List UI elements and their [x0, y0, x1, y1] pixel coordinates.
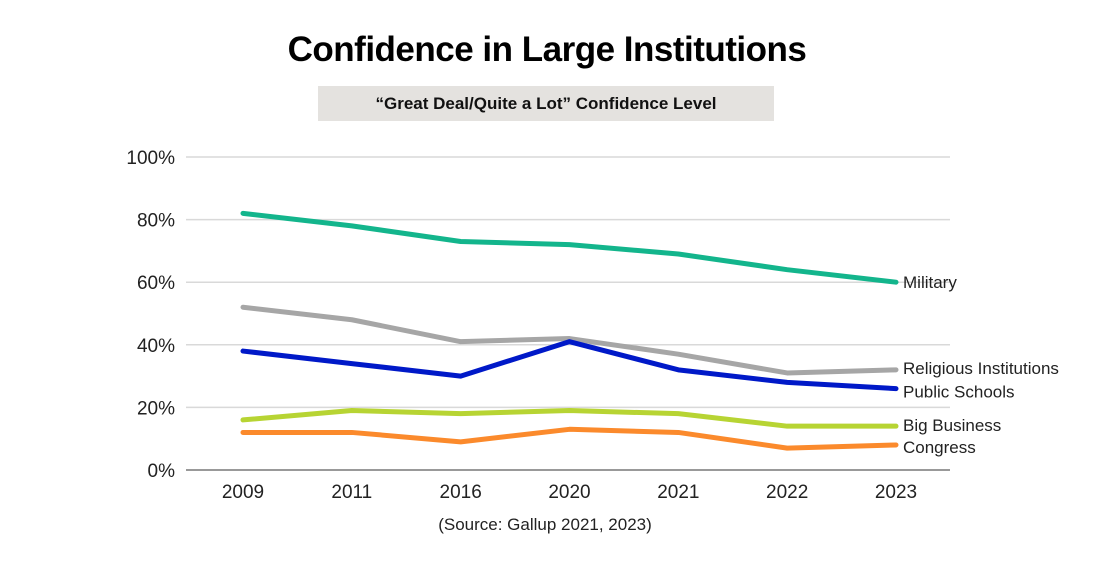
series-label: Congress [903, 438, 976, 457]
series-line-military [240, 210, 899, 285]
series-line-big-business [240, 408, 899, 429]
y-tick-label: 80% [137, 211, 175, 232]
series-line-public-schools [240, 339, 899, 392]
series-label: Public Schools [903, 383, 1015, 402]
series-line-congress [240, 426, 899, 451]
x-tick-label: 2020 [548, 482, 590, 503]
series-label: Military [903, 273, 957, 292]
x-tick-label: 2021 [657, 482, 699, 503]
source-note: (Source: Gallup 2021, 2023) [438, 515, 652, 534]
chart-title: Confidence in Large Institutions [287, 30, 807, 69]
y-tick-label: 20% [137, 398, 175, 419]
x-tick-label: 2016 [440, 482, 482, 503]
series-label: Religious Institutions [903, 359, 1059, 378]
y-tick-label: 0% [148, 461, 176, 482]
chart-subtitle: “Great Deal/Quite a Lot” Confidence Leve… [318, 86, 774, 121]
series-label: Big Business [903, 416, 1001, 435]
y-tick-label: 60% [137, 273, 175, 294]
y-tick-label: 100% [126, 148, 175, 169]
x-tick-label: 2011 [331, 482, 372, 503]
x-tick-label: 2009 [222, 482, 264, 503]
y-tick-label: 40% [137, 336, 175, 357]
x-tick-label: 2022 [766, 482, 808, 503]
x-tick-label: 2023 [875, 482, 917, 503]
